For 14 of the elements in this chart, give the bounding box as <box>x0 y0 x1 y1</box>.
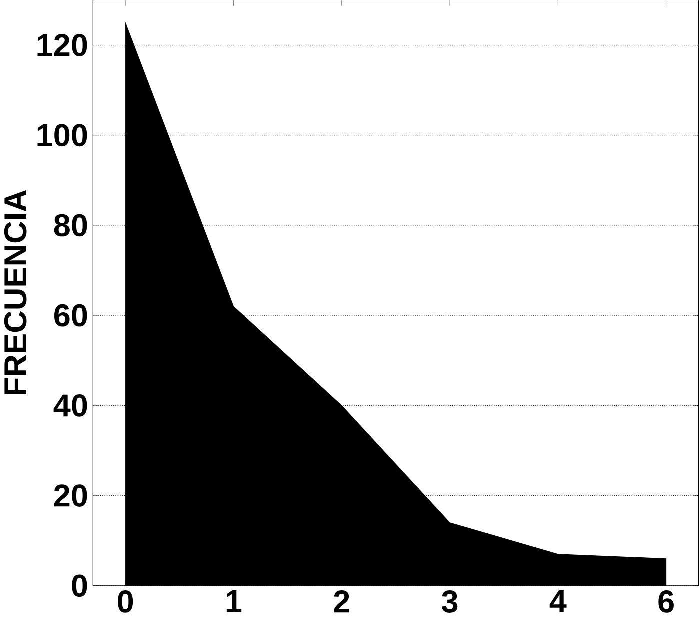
y-tick-label: 0 <box>72 574 88 597</box>
y-tick-label: 20 <box>54 484 88 507</box>
y-tick-label: 60 <box>54 304 88 327</box>
y-tick-label: 80 <box>54 214 88 237</box>
x-tick-label: 1 <box>226 590 242 612</box>
x-tick-label: 6 <box>658 590 674 613</box>
x-tick-label: 4 <box>550 590 567 612</box>
y-tick-label: 120 <box>38 34 88 56</box>
x-tick-label: 2 <box>334 590 350 612</box>
x-tick-label: 0 <box>118 590 134 613</box>
y-tick-label: 100 <box>38 124 88 146</box>
y-tick-label: 40 <box>54 394 88 417</box>
y-axis-title: FRECUENCIA <box>4 190 27 394</box>
x-tick-label: 3 <box>442 590 458 613</box>
